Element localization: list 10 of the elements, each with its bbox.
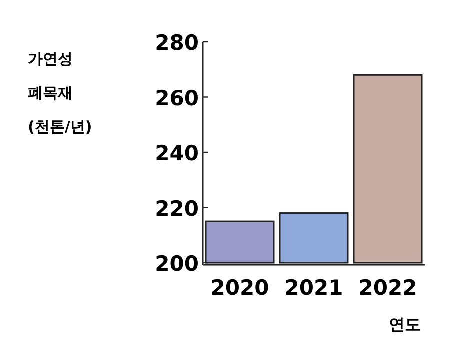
y-tick-label: 280 bbox=[155, 31, 199, 55]
y-tick-label: 200 bbox=[155, 252, 199, 276]
y-tick-label: 240 bbox=[155, 142, 199, 166]
y-tick-label: 260 bbox=[155, 86, 199, 110]
x-tick-label: 2021 bbox=[284, 276, 344, 300]
x-tick-label: 2022 bbox=[358, 276, 418, 300]
y-axis-title: 가연성 폐목재 (천톤/년) bbox=[28, 50, 92, 136]
x-axis-title: 연도 bbox=[389, 315, 421, 334]
y-tick-label: 220 bbox=[155, 196, 199, 221]
x-tick-label: 2020 bbox=[210, 276, 270, 300]
